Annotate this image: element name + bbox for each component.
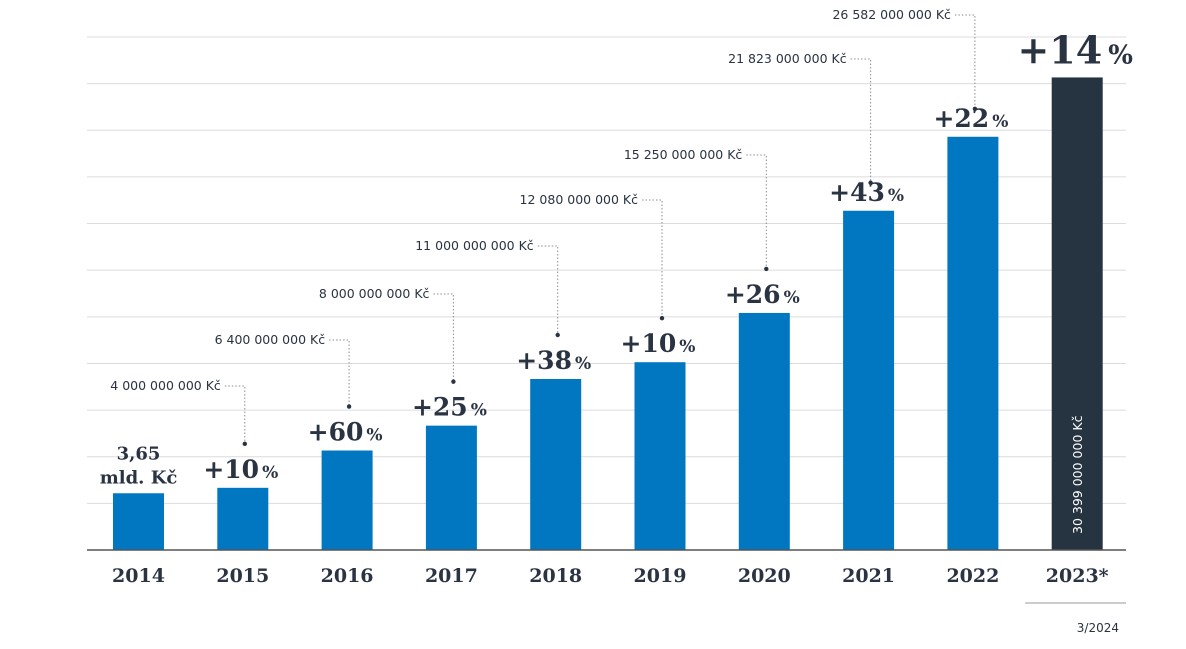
leader-line — [537, 245, 559, 335]
growth-label: +14% — [1017, 27, 1133, 72]
bar-2015 — [217, 487, 269, 550]
amount-label: 4 000 000 000 Kč — [110, 378, 221, 393]
leader-line — [850, 58, 872, 183]
labels: 3,65 mld. Kč +10 % 4 000 000 000 Kč +60 % 6 400… — [100, 7, 1134, 534]
growth-label: +10% — [621, 329, 696, 358]
leader-line — [746, 154, 767, 269]
leader-line — [642, 199, 663, 319]
amount-label: 6 400 000 000 Kč — [215, 332, 326, 347]
bar-2020 — [738, 312, 790, 550]
bar-2021 — [843, 210, 895, 551]
amount-label: 8 000 000 000 Kč — [319, 286, 430, 301]
leader-line — [224, 385, 246, 444]
leader-dot — [972, 106, 978, 111]
amount-label: 15 250 000 000 Kč — [624, 147, 743, 162]
bar-2014 — [113, 493, 164, 550]
leader-dot — [659, 316, 665, 321]
bars — [113, 77, 1103, 551]
leader-dot — [451, 379, 456, 384]
bar-2019 — [634, 362, 686, 550]
x-tick-label: 2018 — [529, 565, 582, 587]
leader-line — [954, 14, 976, 109]
bar-2023* — [1051, 77, 1103, 551]
leader-line — [433, 293, 454, 382]
growth-label: +43% — [829, 178, 904, 207]
x-tick-label: 2022 — [946, 565, 999, 587]
growth-label: +22% — [933, 104, 1008, 133]
x-axis-tick-labels: 2014 2015 2016 2017 2018 2019 2020 2021 2022 2023… — [112, 565, 1109, 587]
in-bar-amount-label: 30 399 000 000 Kč — [1070, 415, 1085, 534]
leader-dot — [242, 441, 247, 447]
leader-dot — [764, 266, 769, 272]
x-tick-label: 2020 — [738, 565, 791, 587]
x-tick-label: 2017 — [425, 565, 478, 587]
amount-label: 12 080 000 000 Kč — [520, 192, 639, 207]
amount-label: 21 823 000 000 Kč — [728, 51, 847, 66]
x-tick-label: 2019 — [634, 565, 687, 587]
first-value-label: mld. Kč — [100, 467, 178, 488]
leader-line — [329, 339, 350, 407]
bar-2017 — [425, 425, 477, 550]
x-tick-label: 2023* — [1046, 565, 1109, 587]
growth-label: +26% — [725, 280, 800, 309]
growth-label: +38% — [516, 346, 591, 375]
first-value-label: 3,65 — [117, 443, 161, 464]
x-tick-label: 2015 — [216, 565, 269, 587]
leader-dot — [555, 332, 560, 338]
amount-label: 26 582 000 000 Kč — [832, 7, 951, 22]
amount-label: 11 000 000 000 Kč — [415, 238, 534, 253]
x-tick-label: 2014 — [112, 565, 165, 587]
footnote-text: 3/2024 — [1077, 621, 1119, 635]
bar-2018 — [530, 379, 582, 550]
leader-lines — [224, 14, 978, 447]
x-tick-label: 2021 — [842, 565, 895, 587]
bar-2022 — [947, 136, 999, 550]
leader-dot — [868, 180, 873, 185]
x-tick-label: 2016 — [321, 565, 374, 587]
bar-2016 — [321, 450, 373, 550]
gridlines — [87, 36, 1126, 504]
leader-dot — [346, 404, 352, 409]
growth-label: +25% — [412, 393, 487, 422]
growth-label: +10% — [203, 455, 278, 484]
growth-label: +60% — [308, 418, 383, 447]
